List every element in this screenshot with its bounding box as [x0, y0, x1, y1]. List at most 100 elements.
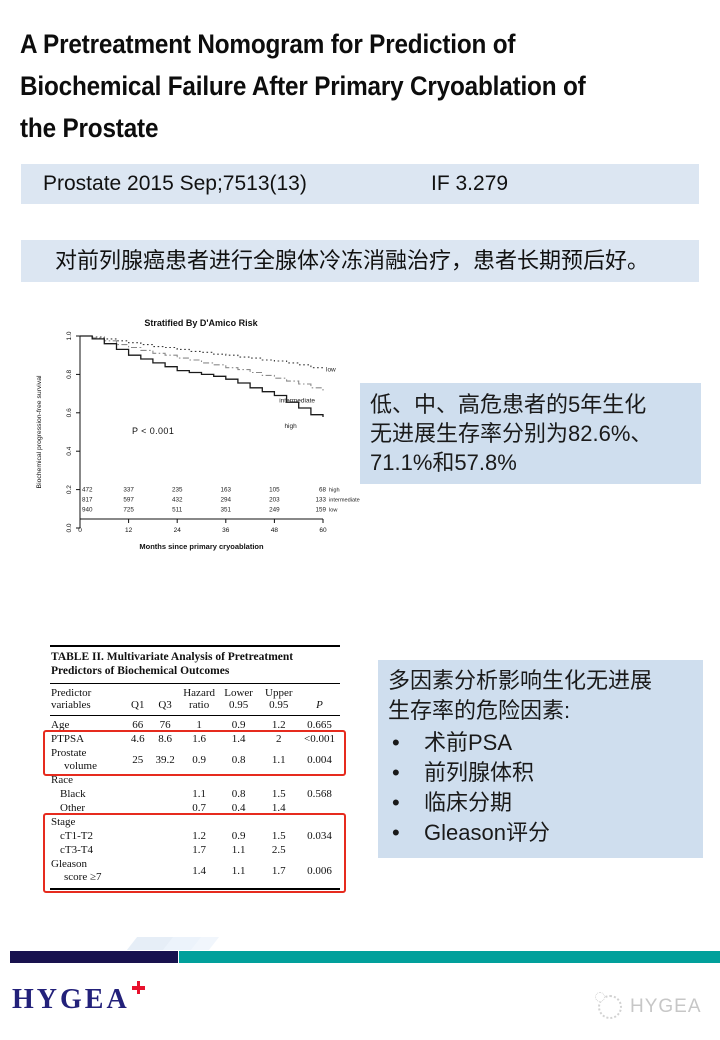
table-cell [219, 816, 259, 830]
table-row: Black 1.1 0.8 1.5 0.568 [50, 788, 340, 802]
table-col-header: Q3 [150, 684, 180, 716]
table-row: Race [50, 774, 340, 788]
table-col-header: Predictor variables [50, 684, 125, 716]
svg-text:68: 68 [319, 487, 327, 494]
table-row: PTPSA 4.6 8.6 1.6 1.4 2 <0.001 [50, 733, 340, 747]
svg-text:Months since primary cryoablat: Months since primary cryoablation [139, 542, 264, 551]
table-cell: 1.6 [192, 733, 206, 745]
risk-factor-item: • 前列腺体积 [388, 758, 693, 788]
table-cell: 0.006 [307, 864, 332, 877]
svg-text:432: 432 [172, 497, 183, 504]
table-cell: 0.568 [307, 788, 332, 800]
svg-text:0.0: 0.0 [66, 523, 73, 532]
svg-text:940: 940 [82, 507, 93, 514]
svg-text:0: 0 [78, 527, 82, 534]
svg-text:105: 105 [269, 487, 280, 494]
svg-text:Biochemical progression-free s: Biochemical progression-free survival [36, 375, 43, 488]
table-cell [258, 816, 299, 830]
table-cell: 1.7 [271, 864, 286, 877]
table-cell: <0.001 [304, 733, 335, 745]
svg-text:597: 597 [123, 497, 134, 504]
table-cell: 1.5 [271, 830, 286, 842]
row-label: Race [51, 774, 73, 786]
table-cell: 1.1 [231, 844, 246, 856]
table-cell: 1 [196, 719, 202, 731]
table-cell [180, 774, 219, 788]
svg-text:235: 235 [172, 487, 183, 494]
table-cell: 0.9 [231, 830, 246, 842]
table-cell [125, 858, 151, 891]
bullet-icon: • [392, 820, 400, 845]
table-cell: 1.4 [192, 864, 206, 877]
citation-bar: Prostate 2015 Sep;7513(13) IF 3.279 [21, 164, 699, 204]
table-cell: 0.9 [192, 753, 206, 766]
svg-text:0.8: 0.8 [66, 370, 73, 379]
table-cell: 76 [159, 719, 171, 731]
table-cell [125, 774, 151, 788]
svg-text:12: 12 [125, 527, 133, 534]
table-row: Other 0.7 0.4 1.4 [50, 802, 340, 816]
table-cell: 4.6 [130, 733, 145, 745]
table-cell [151, 788, 180, 802]
table-cell [125, 830, 151, 844]
table-cell: 1.2 [192, 830, 206, 842]
svg-text:0.4: 0.4 [66, 446, 73, 455]
risk-factor-item: • Gleason评分 [388, 818, 693, 848]
table-cell: 2.5 [271, 844, 286, 856]
decorative-swoosh [162, 937, 220, 950]
table-cell [219, 774, 259, 788]
table-cell: 8.6 [158, 733, 172, 745]
risk-factor-label: Gleason评分 [424, 820, 550, 845]
table-cell: 0.665 [307, 719, 332, 731]
table-row: Stage [50, 816, 340, 830]
svg-text:163: 163 [221, 487, 232, 494]
table-cell [125, 788, 151, 802]
table-cell: 1.7 [192, 844, 206, 856]
table-row: Age 66 76 1 0.9 1.2 0.665 [50, 716, 340, 733]
row-label: Stage [51, 816, 76, 828]
table-cell [151, 802, 180, 816]
table-col-header: Upper 0.95 [258, 684, 300, 716]
multivariate-table-figure: TABLE II. Multivariate Analysis of Pretr… [43, 645, 346, 893]
table-cell [125, 816, 151, 830]
table-cell: 1.4 [231, 733, 246, 745]
risk-factor-item: • 术前PSA [388, 728, 693, 758]
table-col-header: Q1 [124, 684, 151, 716]
svg-text:high: high [329, 488, 340, 494]
table-cell: 0.4 [231, 802, 246, 814]
table-cell: 0.8 [231, 788, 246, 800]
table-cell [125, 802, 151, 816]
page-title: A Pretreatment Nomogram for Prediction o… [20, 29, 586, 143]
table-row: Prostate volume 25 39.2 0.9 0.8 1.1 0.004 [50, 747, 340, 774]
table-cell [180, 816, 219, 830]
survival-rate-callout: 低、中、高危患者的5年生化 无进展生存率分别为82.6%、 71.1%和57.8… [360, 383, 701, 484]
svg-text:P < 0.001: P < 0.001 [132, 426, 174, 436]
table-row: Gleason score ≥7 1.4 1.1 1.7 0.006 [50, 858, 340, 891]
row-label: Black [60, 788, 86, 800]
row-label: Age [51, 719, 70, 731]
hygea-logo: HYGEA [12, 981, 145, 1016]
svg-text:511: 511 [172, 507, 183, 514]
svg-text:203: 203 [269, 497, 280, 504]
bullet-icon: • [392, 760, 400, 785]
journal-citation: Prostate 2015 Sep;7513(13) [43, 172, 307, 195]
table-row: cT3-T4 1.7 1.1 2.5 [50, 844, 340, 858]
bullet-icon: • [392, 790, 400, 815]
table-cell: 1.1 [231, 864, 246, 877]
svg-text:intermediate: intermediate [329, 498, 360, 504]
risk-factor-item: • 临床分期 [388, 788, 693, 818]
summary-banner: 对前列腺癌患者进行全腺体冷冻消融治疗，患者长期预后好。 [21, 240, 699, 282]
table-cell: 0.8 [231, 753, 246, 766]
table-cell: 1.4 [271, 802, 286, 814]
row-label: Other [60, 802, 86, 814]
svg-text:high: high [284, 423, 297, 430]
risk-factor-list: • 术前PSA • 前列腺体积 • 临床分期 • Gleason评分 [388, 728, 693, 848]
impact-factor: IF 3.279 [431, 172, 509, 195]
table-cell: 0.034 [307, 830, 332, 842]
table-cell: 2 [276, 733, 282, 745]
table-col-header: P [299, 684, 340, 716]
red-cross-icon [131, 981, 145, 994]
svg-text:low: low [329, 508, 338, 514]
hygea-logo-text: HYGEA [12, 984, 130, 1015]
svg-text:48: 48 [271, 527, 279, 534]
